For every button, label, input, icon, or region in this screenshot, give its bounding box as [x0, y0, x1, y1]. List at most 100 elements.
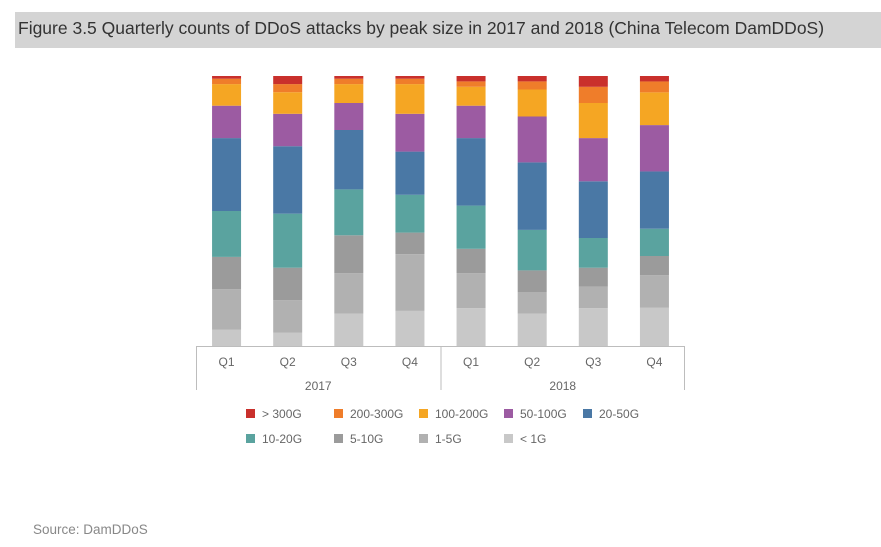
- bar-segment: [456, 138, 486, 206]
- bar-segment: [578, 103, 608, 139]
- bar-segment: [578, 181, 608, 238]
- bar-segment: [517, 229, 547, 271]
- bar-segment: [578, 138, 608, 182]
- bar-segment: [517, 313, 547, 346]
- bar-segment: [395, 84, 425, 114]
- legend-label: > 300G: [262, 407, 302, 421]
- bar-segment: [639, 307, 669, 346]
- bar-segment: [395, 76, 425, 79]
- bar-segment: [578, 286, 608, 309]
- legend-swatch: [419, 409, 428, 418]
- bar-segment: [578, 308, 608, 346]
- bar-segment: [273, 332, 303, 346]
- legend-swatch: [583, 409, 592, 418]
- category-tick-label: Q3: [341, 355, 357, 369]
- bar-segment: [273, 84, 303, 93]
- bar-segment: [517, 81, 547, 90]
- bar-segment: [578, 86, 608, 103]
- legend-label: < 1G: [520, 432, 546, 446]
- bar-segment: [456, 76, 486, 82]
- bar-segment: [273, 300, 303, 333]
- bar-segment: [456, 105, 486, 139]
- bar-segment: [395, 254, 425, 311]
- bar-segment: [212, 211, 242, 257]
- bar-segment: [212, 84, 242, 106]
- bar-segment: [578, 238, 608, 268]
- bar-segment: [334, 273, 364, 314]
- category-tick-label: Q2: [524, 355, 540, 369]
- legend-label: 50-100G: [520, 407, 567, 421]
- bar-segment: [395, 78, 425, 85]
- bar-segment: [212, 138, 242, 211]
- bar-segment: [456, 248, 486, 274]
- bar-segment: [517, 162, 547, 230]
- bar-segment: [212, 256, 242, 290]
- bar-segment: [578, 267, 608, 287]
- bar-segment: [639, 171, 669, 229]
- bar-segment: [395, 194, 425, 233]
- bar-segment: [273, 146, 303, 214]
- legend-swatch: [334, 434, 343, 443]
- source-note: Source: DamDDoS: [33, 522, 148, 537]
- bar-segment: [456, 86, 486, 106]
- group-label: 2018: [549, 379, 576, 393]
- category-tick-label: Q1: [463, 355, 479, 369]
- category-tick-label: Q2: [280, 355, 296, 369]
- bar-segment: [639, 92, 669, 126]
- bar-segment: [517, 116, 547, 163]
- bar-segment: [273, 113, 303, 147]
- bar-segment: [212, 105, 242, 139]
- legend-swatch: [419, 434, 428, 443]
- bar-segment: [395, 310, 425, 346]
- bar-segment: [639, 125, 669, 172]
- bar-segment: [456, 81, 486, 87]
- chart-title: Figure 3.5 Quarterly counts of DDoS atta…: [18, 18, 825, 38]
- bar-segment: [456, 205, 486, 249]
- bar-segment: [212, 289, 242, 330]
- legend-label: 100-200G: [435, 407, 488, 421]
- bar-segment: [334, 313, 364, 346]
- title-bar: Figure 3.5 Quarterly counts of DDoS atta…: [15, 12, 881, 48]
- bar-segment: [273, 267, 303, 301]
- category-tick-label: Q3: [585, 355, 601, 369]
- bar-segment: [273, 92, 303, 114]
- bar-segment: [639, 256, 669, 276]
- bar-segment: [273, 76, 303, 85]
- bar-segment: [334, 189, 364, 236]
- legend-label: 200-300G: [350, 407, 403, 421]
- group-label: 2017: [305, 379, 332, 393]
- bar-segment: [212, 76, 242, 79]
- legend-label: 10-20G: [262, 432, 302, 446]
- category-tick-label: Q4: [402, 355, 418, 369]
- legend-swatch: [504, 409, 513, 418]
- bar-segment: [456, 308, 486, 346]
- bar-segment: [334, 103, 364, 130]
- legend-swatch: [246, 434, 255, 443]
- bar-segment: [578, 76, 608, 87]
- bar-segment: [639, 81, 669, 93]
- bar-segment: [334, 76, 364, 79]
- bar-segment: [273, 213, 303, 268]
- bar-segment: [517, 292, 547, 314]
- bar-segment: [334, 78, 364, 85]
- bar-segment: [212, 78, 242, 85]
- bar-segment: [639, 228, 669, 256]
- bar-segment: [395, 232, 425, 255]
- legend-swatch: [334, 409, 343, 418]
- bar-segment: [334, 235, 364, 274]
- legend-label: 1-5G: [435, 432, 462, 446]
- legend-swatch: [246, 409, 255, 418]
- bar-segment: [517, 76, 547, 82]
- bar-segment: [334, 84, 364, 103]
- bar-segment: [639, 275, 669, 308]
- category-tick-label: Q1: [219, 355, 235, 369]
- bar-segment: [395, 113, 425, 152]
- legend-label: 20-50G: [599, 407, 639, 421]
- bar-segment: [517, 89, 547, 117]
- bar-segment: [517, 270, 547, 292]
- bar-segment: [639, 76, 669, 82]
- bar-segment: [395, 151, 425, 195]
- bar-segment: [334, 130, 364, 190]
- legend-swatch: [504, 434, 513, 443]
- category-tick-label: Q4: [646, 355, 662, 369]
